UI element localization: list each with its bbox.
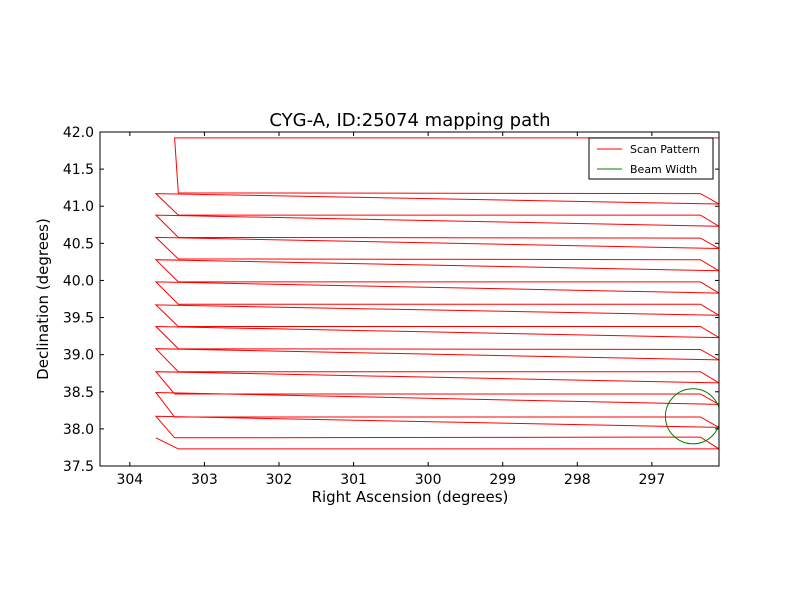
x-tick-label: 304	[116, 472, 143, 488]
y-tick-label: 41.0	[63, 199, 94, 215]
scan-pattern-line	[154, 137, 719, 450]
y-tick-label: 37.5	[63, 459, 94, 475]
y-tick-label: 38.5	[63, 385, 94, 401]
x-tick-label: 298	[564, 472, 591, 488]
x-tick-label: 302	[266, 472, 293, 488]
y-tick-label: 38.0	[63, 422, 94, 438]
y-tick-label: 39.5	[63, 311, 94, 327]
y-tick-label: 40.5	[63, 236, 94, 252]
beam-width-circle	[664, 388, 719, 445]
y-axis-label: Declination (degrees)	[34, 218, 52, 380]
y-tick-label: 40.0	[63, 273, 94, 289]
x-tick-label: 299	[489, 472, 516, 488]
chart-title: CYG-A, ID:25074 mapping path	[269, 110, 550, 131]
x-axis: 304 303 302 301 300 299 298 297	[116, 132, 665, 488]
x-tick-label: 297	[639, 472, 666, 488]
legend: Scan Pattern Beam Width	[588, 137, 714, 180]
y-tick-label: 41.5	[63, 162, 94, 178]
data-marks	[154, 137, 719, 450]
y-axis: 37.5 38.0 38.5 39.0 39.5 40.0 40.5 41.0 41.5 42.0	[63, 125, 719, 475]
x-tick-label: 303	[191, 472, 218, 488]
plot-frame	[99, 131, 720, 467]
y-tick-label: 39.0	[63, 348, 94, 364]
y-tick-label: 42.0	[63, 125, 94, 141]
plot-area	[100, 132, 719, 466]
legend-box	[588, 137, 714, 180]
legend-label-beam-width: Beam Width	[630, 163, 697, 176]
x-tick-label: 301	[340, 472, 367, 488]
x-tick-label: 300	[415, 472, 442, 488]
x-axis-label: Right Ascension (degrees)	[312, 488, 509, 506]
legend-label-scan-pattern: Scan Pattern	[630, 143, 700, 156]
